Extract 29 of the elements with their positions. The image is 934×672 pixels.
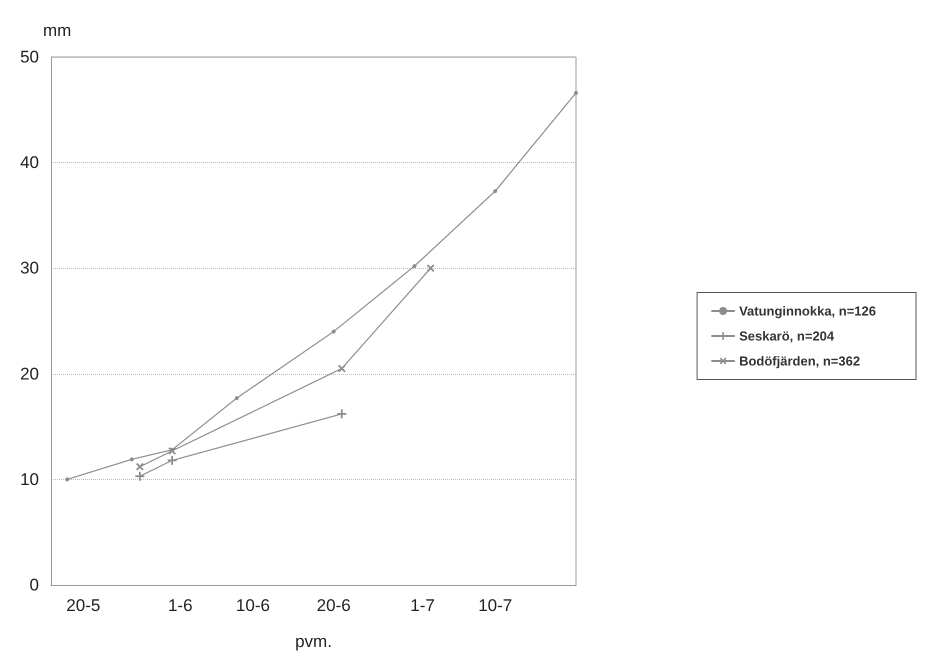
point xyxy=(426,264,434,272)
y-tick-label: 0 xyxy=(30,576,39,594)
x-tick-label: 10-7 xyxy=(478,596,512,615)
y-tick-label: 10 xyxy=(20,470,39,489)
legend-label: Seskarö, n=204 xyxy=(739,328,835,344)
x-tick-label: 10-6 xyxy=(236,596,270,615)
point xyxy=(234,396,239,400)
point xyxy=(574,90,578,95)
x-tick-label: 1-7 xyxy=(410,596,435,615)
y-tick-label: 20 xyxy=(20,364,39,384)
x-axis-title: pvm. xyxy=(295,632,332,651)
point xyxy=(338,364,346,372)
legend-label: Bodöfjärden, n=362 xyxy=(739,354,860,368)
legend-label: Vatunginnokka, n=126 xyxy=(739,304,876,318)
point xyxy=(168,456,177,465)
y-axis-title: mm xyxy=(43,21,72,40)
y-tick-label: 40 xyxy=(20,153,39,172)
point xyxy=(332,330,336,334)
x-tick-label: 1-6 xyxy=(168,596,193,615)
x-tick-label: 20-6 xyxy=(316,596,351,615)
point xyxy=(337,409,346,418)
point xyxy=(130,457,134,462)
point xyxy=(412,264,416,268)
point xyxy=(493,189,498,194)
y-tick-label: 30 xyxy=(20,258,39,278)
x-tick-label: 20-5 xyxy=(66,596,100,615)
point xyxy=(136,462,144,471)
y-tick-label: 50 xyxy=(20,48,39,66)
point xyxy=(65,477,70,482)
